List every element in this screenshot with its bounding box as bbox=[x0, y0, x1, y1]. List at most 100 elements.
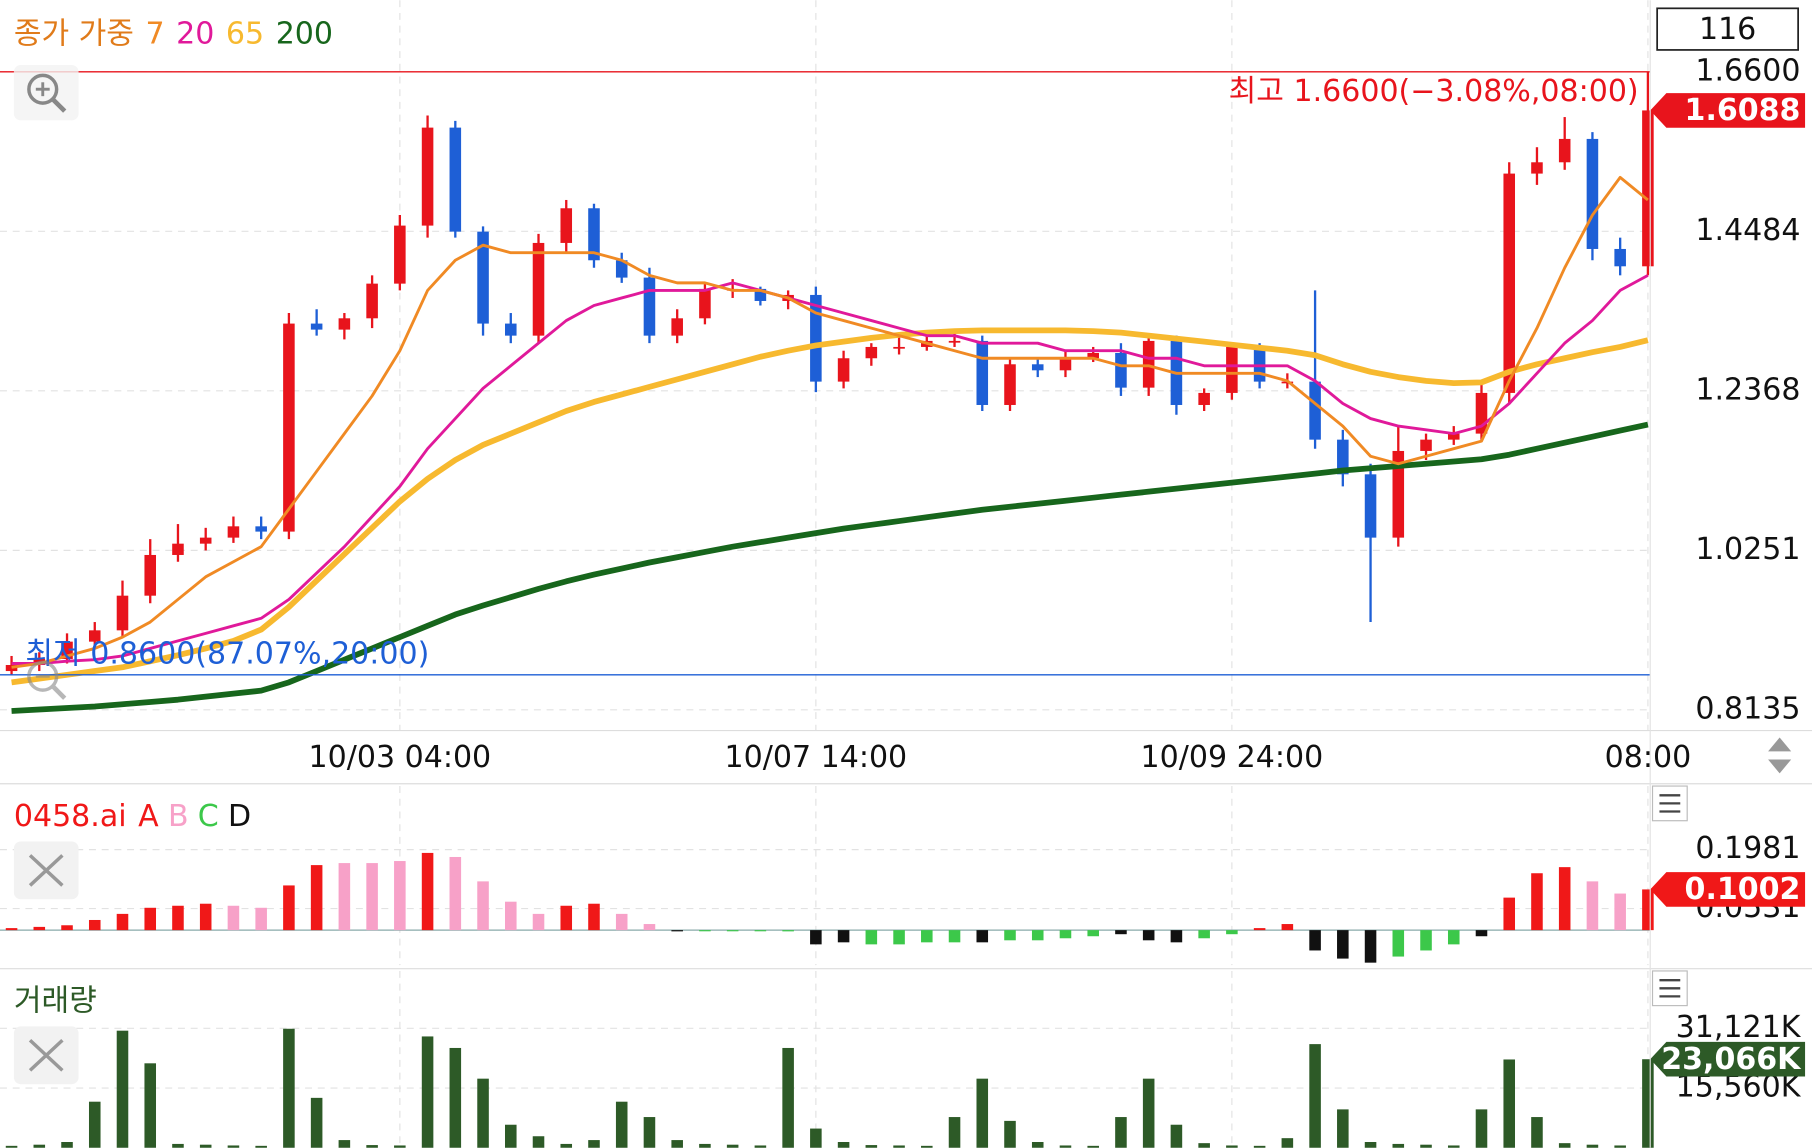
bar bbox=[1420, 1144, 1432, 1148]
bar bbox=[338, 1140, 351, 1148]
current-value-label: 23,066K bbox=[1661, 1042, 1802, 1077]
moving-average-line bbox=[11, 274, 1649, 665]
candle-body bbox=[560, 208, 573, 243]
candle-body bbox=[61, 641, 73, 659]
icon bbox=[28, 854, 64, 887]
candle-body bbox=[310, 323, 323, 330]
y-tick-label: 1.0251 bbox=[1695, 532, 1800, 567]
bar bbox=[948, 1117, 961, 1148]
bar bbox=[754, 930, 767, 932]
icon bbox=[51, 685, 67, 700]
bar bbox=[283, 1028, 295, 1148]
bar bbox=[1531, 1117, 1543, 1148]
high-annotation: 최고 1.6600(−3.08%,08:00) bbox=[1229, 74, 1639, 109]
candle-body bbox=[1364, 474, 1377, 538]
candle-body bbox=[283, 323, 295, 532]
bar bbox=[1253, 928, 1266, 931]
bar bbox=[421, 852, 434, 931]
bar bbox=[310, 1097, 323, 1148]
bar bbox=[1059, 1145, 1072, 1148]
bar bbox=[1447, 1145, 1460, 1148]
panel-title: 거래량 bbox=[14, 984, 97, 1019]
candle-body bbox=[699, 288, 711, 319]
bar bbox=[1364, 930, 1377, 963]
icon bbox=[27, 73, 59, 105]
candle-body bbox=[366, 283, 378, 319]
bar bbox=[1614, 1145, 1626, 1148]
low-annotation: 최저 0.8600(87.07%,20:00) bbox=[25, 637, 429, 672]
bar bbox=[1558, 867, 1571, 931]
candle-body bbox=[1503, 173, 1516, 393]
bar bbox=[283, 885, 295, 931]
candle-body bbox=[1558, 138, 1571, 163]
bar bbox=[1142, 930, 1155, 941]
legend-entry: A bbox=[138, 799, 159, 834]
bar bbox=[477, 881, 489, 931]
candle-body bbox=[1031, 364, 1044, 371]
candle-body bbox=[948, 340, 961, 343]
menu-button[interactable] bbox=[1651, 785, 1688, 822]
marks-layer bbox=[0, 71, 1654, 1148]
bar bbox=[199, 903, 212, 931]
zoom-in-button[interactable] bbox=[13, 64, 79, 121]
bar bbox=[615, 1101, 628, 1148]
bar bbox=[976, 1078, 989, 1148]
icon bbox=[1768, 737, 1792, 752]
bar bbox=[33, 926, 46, 931]
bar bbox=[5, 928, 18, 931]
bar bbox=[449, 856, 462, 931]
bar bbox=[1281, 924, 1294, 931]
bar bbox=[1226, 1145, 1238, 1148]
y-tick-label: 0.8135 bbox=[1695, 691, 1800, 726]
bar bbox=[1115, 1117, 1127, 1148]
bar bbox=[1642, 1059, 1654, 1148]
bar bbox=[948, 930, 961, 943]
bar bbox=[255, 1145, 267, 1148]
candle-body bbox=[477, 231, 489, 324]
bar bbox=[1198, 930, 1210, 939]
candle-body bbox=[421, 127, 434, 226]
menu-button[interactable] bbox=[1651, 970, 1688, 1007]
candle-body bbox=[1004, 364, 1016, 405]
zoom-out-button[interactable] bbox=[27, 660, 67, 700]
bar bbox=[671, 930, 683, 932]
current-value-marker bbox=[1650, 93, 1806, 128]
bar bbox=[1281, 1138, 1294, 1148]
bar bbox=[782, 930, 794, 932]
bar bbox=[810, 930, 822, 945]
icon bbox=[1659, 979, 1681, 998]
candle-body bbox=[671, 318, 683, 336]
bar bbox=[893, 930, 905, 945]
bar bbox=[1004, 1120, 1016, 1148]
candle-body bbox=[1475, 392, 1488, 434]
legend-entry: 20 bbox=[176, 16, 214, 51]
bar bbox=[338, 863, 351, 931]
candle-body bbox=[1226, 346, 1238, 393]
bar bbox=[615, 913, 628, 931]
bar bbox=[366, 1145, 378, 1148]
candle-body bbox=[893, 346, 905, 349]
bar bbox=[699, 1143, 711, 1148]
close-button[interactable] bbox=[13, 841, 79, 900]
scroll-button[interactable] bbox=[1768, 737, 1792, 774]
legend-entry: C bbox=[198, 799, 219, 834]
candle-body bbox=[1115, 352, 1127, 388]
candle-body bbox=[116, 595, 129, 631]
moving-average-line bbox=[11, 175, 1649, 669]
y-tick-label: 0.1981 bbox=[1695, 831, 1800, 866]
candle-body bbox=[449, 127, 462, 232]
candle-body bbox=[1198, 392, 1210, 405]
bar bbox=[865, 930, 878, 945]
candle-body bbox=[615, 260, 628, 278]
bar bbox=[560, 1143, 573, 1148]
legend-entry: D bbox=[228, 799, 251, 834]
bar bbox=[1586, 881, 1599, 931]
y-tick-label: 1.4484 bbox=[1695, 213, 1800, 248]
x-tick-label: 10/03 04:00 bbox=[309, 740, 492, 775]
y-tick-label: 31,121K bbox=[1676, 1010, 1802, 1045]
bar bbox=[421, 1036, 434, 1148]
bar bbox=[1337, 1109, 1349, 1148]
bar bbox=[1614, 893, 1626, 931]
close-button[interactable] bbox=[13, 1026, 79, 1085]
